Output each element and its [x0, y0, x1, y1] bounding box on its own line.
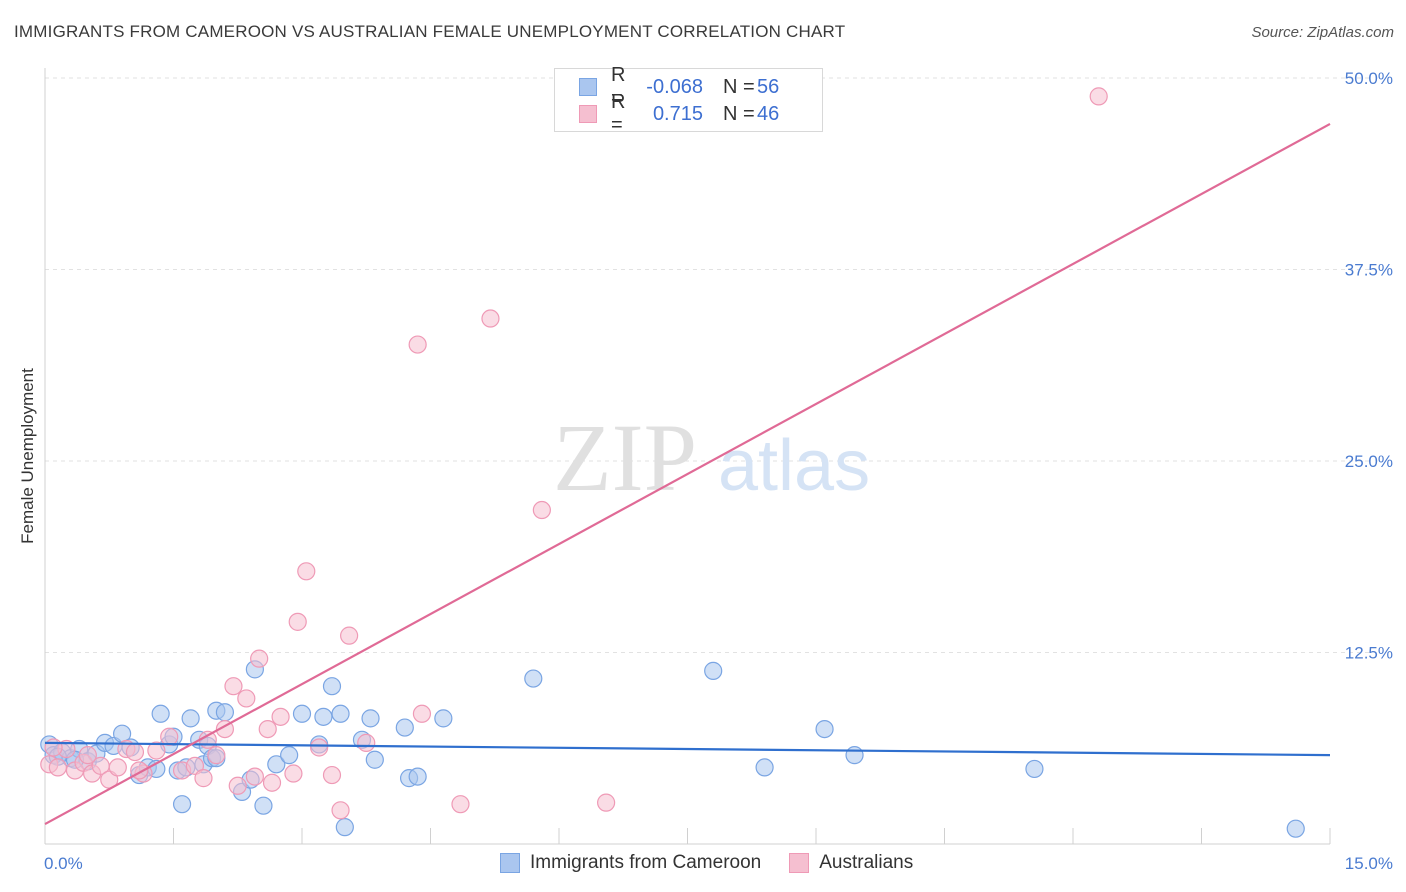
point-australians: [250, 649, 269, 668]
legend-swatch-cameroon: [579, 78, 597, 96]
point-cameroon: [267, 755, 286, 774]
point-australians: [262, 773, 282, 792]
legend-r-label: R =: [611, 64, 626, 109]
point-cameroon: [704, 661, 723, 680]
x-tick-label: 15.0%: [1345, 854, 1393, 873]
series-label-australians: Australians: [819, 852, 914, 873]
y-axis-label: Female Unemployment: [18, 368, 37, 544]
legend-swatch-australians: [579, 105, 597, 123]
point-cameroon: [524, 669, 543, 688]
point-australians: [44, 738, 63, 757]
point-cameroon: [215, 703, 234, 722]
y-tick-label: 37.5%: [1345, 261, 1393, 280]
trend-line-australians: [44, 122, 1331, 826]
point-australians: [108, 758, 127, 777]
correlation-legend: R = -0.068 N = 56 R = 0.715 N = 46: [554, 64, 823, 136]
point-cameroon: [395, 718, 414, 737]
point-cameroon: [322, 677, 342, 696]
point-cameroon: [845, 746, 864, 765]
y-tick-labels: 12.5% 25.0% 37.5% 50.0%: [1345, 69, 1393, 663]
point-australians: [532, 500, 551, 520]
series-label-cameroon: Immigrants from Cameroon: [530, 852, 762, 873]
watermark: ZIP atlas: [553, 404, 870, 511]
point-australians: [597, 793, 616, 812]
x-tick-label: 0.0%: [44, 854, 83, 873]
point-cameroon: [280, 746, 299, 765]
legend-row-cameroon: R = -0.068 N = 56: [579, 64, 780, 109]
point-australians: [194, 769, 213, 788]
point-cameroon: [181, 709, 200, 728]
point-australians: [258, 719, 277, 739]
watermark-zip: ZIP: [553, 404, 697, 511]
point-australians: [271, 707, 290, 726]
series-legend-item-cameroon: Immigrants from Cameroon: [500, 852, 761, 874]
point-australians: [78, 746, 97, 765]
legend-n-label: N =: [723, 102, 755, 125]
grid-lines: [45, 77, 1370, 653]
point-cameroon: [361, 709, 380, 728]
point-australians: [125, 742, 145, 762]
trend-line-cameroon: [44, 741, 1331, 757]
x-tick-labels: 0.0% 15.0%: [44, 854, 1393, 873]
point-australians: [451, 795, 470, 814]
series-swatch-australians: [789, 853, 810, 873]
point-australians: [412, 704, 432, 723]
axes: [44, 68, 1331, 845]
point-cameroon: [292, 704, 312, 723]
point-cameroon: [335, 818, 354, 837]
point-cameroon: [331, 704, 350, 723]
point-australians: [357, 733, 376, 752]
point-australians: [331, 801, 350, 820]
point-cameroon: [365, 750, 384, 769]
point-australians: [224, 677, 243, 696]
point-cameroon: [151, 704, 170, 723]
legend-r-value: -0.068: [646, 75, 703, 98]
point-australians: [245, 767, 264, 786]
point-cameroon: [434, 709, 453, 728]
point-australians: [207, 746, 226, 765]
y-tick-label: 12.5%: [1345, 644, 1393, 663]
point-australians: [408, 335, 427, 354]
point-cameroon: [1286, 819, 1305, 838]
point-australians: [48, 758, 67, 777]
legend-n-label: N =: [723, 75, 755, 98]
point-cameroon: [314, 707, 333, 726]
point-cameroon: [815, 719, 834, 739]
chart-title: IMMIGRANTS FROM CAMEROON VS AUSTRALIAN F…: [14, 22, 846, 41]
point-cameroon: [254, 796, 273, 815]
trend-lines: [44, 122, 1331, 826]
point-australians: [228, 776, 247, 795]
watermark-atlas: atlas: [718, 426, 870, 506]
source-label: Source: ZipAtlas.com: [1251, 24, 1394, 41]
point-australians: [288, 612, 307, 631]
point-cameroon: [172, 795, 192, 814]
legend-n-value: 46: [757, 102, 780, 125]
point-australians: [147, 741, 166, 760]
point-australians: [310, 738, 329, 757]
y-tick-label: 50.0%: [1345, 69, 1393, 88]
point-australians: [322, 765, 342, 785]
point-australians: [284, 764, 303, 783]
point-cameroon: [755, 758, 774, 777]
point-cameroon: [408, 767, 427, 786]
point-australians: [340, 626, 359, 645]
series-legend-item-australians: Australians: [789, 852, 913, 874]
point-australians: [237, 689, 256, 708]
point-australians: [297, 562, 316, 581]
point-australians: [481, 309, 500, 328]
point-australians: [1089, 87, 1108, 106]
series-swatch-cameroon: [500, 853, 520, 873]
legend-r-label: R =: [611, 91, 626, 136]
legend-row-australians: R = 0.715 N = 46: [579, 91, 780, 136]
y-tick-label: 25.0%: [1345, 452, 1393, 471]
point-australians: [160, 727, 179, 746]
legend-r-value: 0.715: [652, 102, 703, 125]
point-cameroon: [1025, 759, 1044, 779]
legend-n-value: 56: [757, 75, 780, 98]
series-legend: Immigrants from Cameroon Australians: [500, 852, 941, 874]
